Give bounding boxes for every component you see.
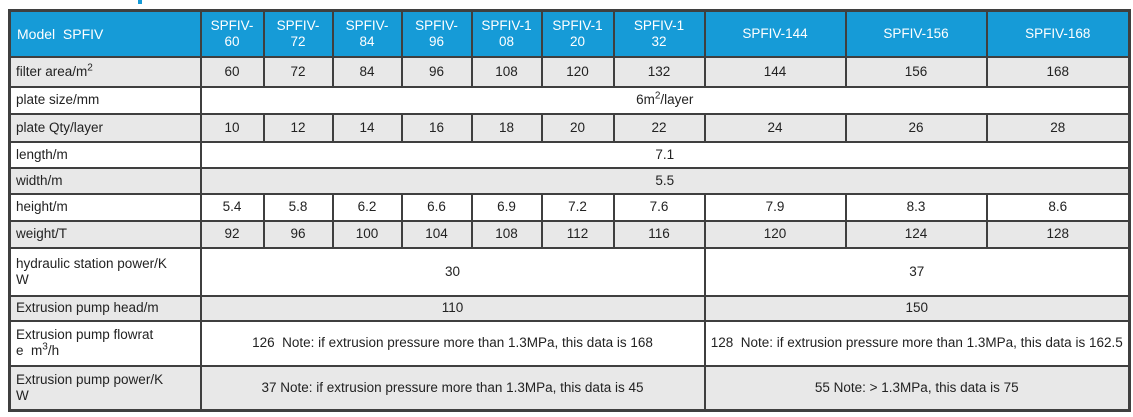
- column-header-spfiv-108: SPFIV-1 08: [470, 9, 543, 58]
- table-row-filter-area: filter area/m2 60 72 84 96 108 120 132 144 156 168: [8, 55, 1131, 88]
- cell-extrusion-pump-flowrate-0: 126 Note: if extrusion pressure more tha…: [199, 319, 706, 367]
- cell-plate-qty-7: 24: [703, 112, 847, 143]
- row-label-width: width/m: [8, 166, 202, 195]
- table-row-weight: weight/T 92 96 100 104 108 112 116 120 124 128: [8, 219, 1131, 249]
- cell-filter-area-5: 120: [540, 55, 615, 88]
- table-row-extrusion-pump-head: Extrusion pump head/m 110 150: [8, 294, 1131, 322]
- column-header-spfiv-60: SPFIV- 60: [199, 9, 265, 58]
- row-label-plate-qty: plate Qty/layer: [8, 112, 202, 143]
- table-row-hydraulic-station-power: hydraulic station power/K W 30 37: [8, 246, 1131, 297]
- cell-height-2: 6.2: [331, 192, 403, 222]
- table-row-length: length/m 7.1: [8, 140, 1131, 169]
- column-header-spfiv-96: SPFIV- 96: [400, 9, 473, 58]
- cell-height-0: 5.4: [199, 192, 265, 222]
- cell-extrusion-pump-power-0: 37 Note: if extrusion pressure more than…: [199, 364, 706, 412]
- row-label-weight: weight/T: [8, 219, 202, 249]
- row-label-plate-size: plate size/mm: [8, 85, 202, 115]
- cell-weight-9: 128: [985, 219, 1131, 249]
- cell-plate-qty-4: 18: [470, 112, 543, 143]
- cell-filter-area-7: 144: [703, 55, 847, 88]
- cell-plate-qty-5: 20: [540, 112, 615, 143]
- cell-extrusion-pump-head-1: 150: [703, 294, 1131, 322]
- cell-weight-3: 104: [400, 219, 473, 249]
- cell-plate-qty-0: 10: [199, 112, 265, 143]
- cell-hydraulic-station-power-1: 37: [703, 246, 1131, 297]
- cell-filter-area-3: 96: [400, 55, 473, 88]
- cell-height-4: 6.9: [470, 192, 543, 222]
- row-label-hydraulic-station-power: hydraulic station power/K W: [8, 246, 202, 297]
- cell-plate-qty-1: 12: [262, 112, 334, 143]
- cell-filter-area-0: 60: [199, 55, 265, 88]
- cell-weight-7: 120: [703, 219, 847, 249]
- table-row-plate-size: plate size/mm 6m2/layer: [8, 85, 1131, 115]
- cell-plate-qty-3: 16: [400, 112, 473, 143]
- cell-filter-area-4: 108: [470, 55, 543, 88]
- row-label-extrusion-pump-head: Extrusion pump head/m: [8, 294, 202, 322]
- row-label-height: height/m: [8, 192, 202, 222]
- cell-extrusion-pump-power-1: 55 Note: > 1.3MPa, this data is 75: [703, 364, 1131, 412]
- column-header-spfiv-156: SPFIV-156: [844, 9, 988, 58]
- column-header-spfiv-72: SPFIV- 72: [262, 9, 334, 58]
- row-label-length: length/m: [8, 140, 202, 169]
- cell-weight-2: 100: [331, 219, 403, 249]
- cell-weight-0: 92: [199, 219, 265, 249]
- cell-height-3: 6.6: [400, 192, 473, 222]
- column-header-spfiv-132: SPFIV-1 32: [612, 9, 706, 58]
- cell-filter-area-9: 168: [985, 55, 1131, 88]
- cell-height-1: 5.8: [262, 192, 334, 222]
- column-header-spfiv-144: SPFIV-144: [703, 9, 847, 58]
- cell-hydraulic-station-power-0: 30: [199, 246, 706, 297]
- cell-weight-5: 112: [540, 219, 615, 249]
- cell-filter-area-2: 84: [331, 55, 403, 88]
- table-body: filter area/m2 60 72 84 96 108 120 132 144 156 168…: [8, 55, 1131, 412]
- cell-height-8: 8.3: [844, 192, 988, 222]
- cell-height-5: 7.2: [540, 192, 615, 222]
- cell-plate-size-0: 6m2/layer: [199, 85, 1131, 115]
- cell-plate-qty-2: 14: [331, 112, 403, 143]
- cell-height-9: 8.6: [985, 192, 1131, 222]
- cell-filter-area-6: 132: [612, 55, 706, 88]
- cell-height-7: 7.9: [703, 192, 847, 222]
- table-row-plate-qty: plate Qty/layer 10 12 14 16 18 20 22 24 26 28: [8, 112, 1131, 143]
- table-row-extrusion-pump-flowrate: Extrusion pump flowrat e m3/h 126 Note: if…: [8, 319, 1131, 367]
- cell-height-6: 7.6: [612, 192, 706, 222]
- cell-extrusion-pump-flowrate-1: 128 Note: if extrusion pressure more tha…: [703, 319, 1131, 367]
- cell-length-0: 7.1: [199, 140, 1131, 169]
- table-row-extrusion-pump-power: Extrusion pump power/K W 37 Note: if extru…: [8, 364, 1131, 412]
- model-header-cell: Model SPFIV: [8, 9, 202, 58]
- row-label-filter-area: filter area/m2: [8, 55, 202, 88]
- cell-plate-qty-9: 28: [985, 112, 1131, 143]
- cell-plate-qty-8: 26: [844, 112, 988, 143]
- table-row-width: width/m 5.5: [8, 166, 1131, 195]
- column-header-spfiv-84: SPFIV- 84: [331, 9, 403, 58]
- cell-weight-4: 108: [470, 219, 543, 249]
- column-header-spfiv-168: SPFIV-168: [985, 9, 1131, 58]
- cell-filter-area-1: 72: [262, 55, 334, 88]
- spec-table: Model SPFIV SPFIV- 60 SPFIV- 72 SPFIV- 84 SPFIV…: [8, 9, 1131, 412]
- column-header-spfiv-120: SPFIV-1 20: [540, 9, 615, 58]
- cell-filter-area-8: 156: [844, 55, 988, 88]
- cell-extrusion-pump-head-0: 110: [199, 294, 706, 322]
- cell-weight-1: 96: [262, 219, 334, 249]
- row-label-extrusion-pump-power: Extrusion pump power/K W: [8, 364, 202, 412]
- cell-weight-6: 116: [612, 219, 706, 249]
- header-row: Model SPFIV SPFIV- 60 SPFIV- 72 SPFIV- 84 SPFIV…: [8, 9, 1131, 58]
- row-label-extrusion-pump-flowrate: Extrusion pump flowrat e m3/h: [8, 319, 202, 367]
- table-row-height: height/m 5.4 5.8 6.2 6.6 6.9 7.2 7.6 7.9 8.3 8.6: [8, 192, 1131, 222]
- cell-plate-qty-6: 22: [612, 112, 706, 143]
- cropped-text-fragment: [138, 0, 142, 4]
- cell-width-0: 5.5: [199, 166, 1131, 195]
- cell-weight-8: 124: [844, 219, 988, 249]
